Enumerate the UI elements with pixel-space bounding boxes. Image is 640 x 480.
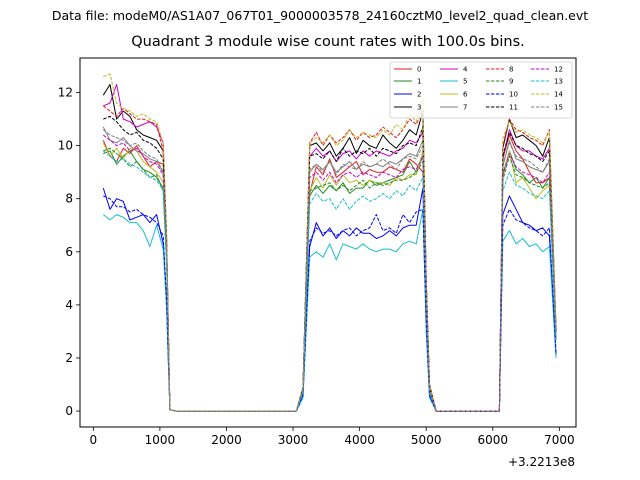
legend-label-15: 15 bbox=[554, 104, 563, 112]
series-line-15 bbox=[102, 129, 557, 412]
legend-label-10: 10 bbox=[509, 91, 518, 99]
x-tick-label: 6000 bbox=[478, 433, 509, 447]
series-line-9 bbox=[103, 147, 557, 412]
x-tick-label: 3000 bbox=[278, 433, 309, 447]
y-tick-label: 2 bbox=[65, 351, 73, 365]
series-line-0 bbox=[102, 134, 557, 412]
legend-label-6: 6 bbox=[463, 91, 468, 99]
axes-frame bbox=[79, 57, 577, 428]
x-tick-label: 5000 bbox=[411, 433, 442, 447]
series-layer bbox=[102, 73, 557, 412]
x-tick-label: 4000 bbox=[344, 433, 375, 447]
legend-label-7: 7 bbox=[463, 104, 467, 112]
series-line-11 bbox=[103, 115, 557, 412]
legend-label-9: 9 bbox=[509, 78, 513, 86]
y-tick-label: 10 bbox=[58, 139, 73, 153]
chart-title: Quadrant 3 module wise count rates with … bbox=[131, 34, 525, 50]
ticks-layer: 0 1000 2000 3000 4000 5000 6000 7000 0 2 4 6 8 10 12 bbox=[58, 86, 575, 447]
series-line-7 bbox=[102, 126, 557, 412]
series-line-13 bbox=[102, 150, 557, 412]
legend-label-1: 1 bbox=[417, 78, 421, 86]
legend-label-0: 0 bbox=[417, 66, 421, 74]
y-tick-label: 4 bbox=[65, 298, 73, 312]
legend-label-2: 2 bbox=[417, 91, 421, 99]
legend-label-11: 11 bbox=[509, 104, 518, 112]
series-line-2 bbox=[102, 187, 557, 412]
legend-label-4: 4 bbox=[463, 66, 468, 74]
legend-label-14: 14 bbox=[554, 91, 563, 99]
legend-label-12: 12 bbox=[554, 66, 563, 74]
y-tick-label: 6 bbox=[65, 245, 73, 259]
x-offset-label: +3.2213e8 bbox=[508, 455, 575, 469]
series-line-4 bbox=[103, 84, 557, 412]
legend-label-5: 5 bbox=[463, 78, 467, 86]
legend-label-3: 3 bbox=[417, 104, 421, 112]
series-line-14 bbox=[103, 73, 557, 412]
x-tick-label: 0 bbox=[89, 433, 97, 447]
legend-label-13: 13 bbox=[554, 78, 563, 86]
x-tick-label: 2000 bbox=[211, 433, 242, 447]
series-line-3 bbox=[102, 84, 557, 412]
suptitle: Data file: modeM0/AS1A07_067T01_90000035… bbox=[51, 8, 589, 23]
x-tick-label: 7000 bbox=[544, 433, 575, 447]
y-tick-label: 12 bbox=[58, 86, 73, 100]
series-line-5 bbox=[102, 208, 557, 412]
x-tick-label: 1000 bbox=[145, 433, 176, 447]
legend-label-8: 8 bbox=[509, 66, 513, 74]
y-tick-label: 0 bbox=[65, 404, 73, 418]
series-line-12 bbox=[102, 134, 557, 412]
series-line-1 bbox=[103, 150, 557, 412]
y-tick-label: 8 bbox=[65, 192, 73, 206]
